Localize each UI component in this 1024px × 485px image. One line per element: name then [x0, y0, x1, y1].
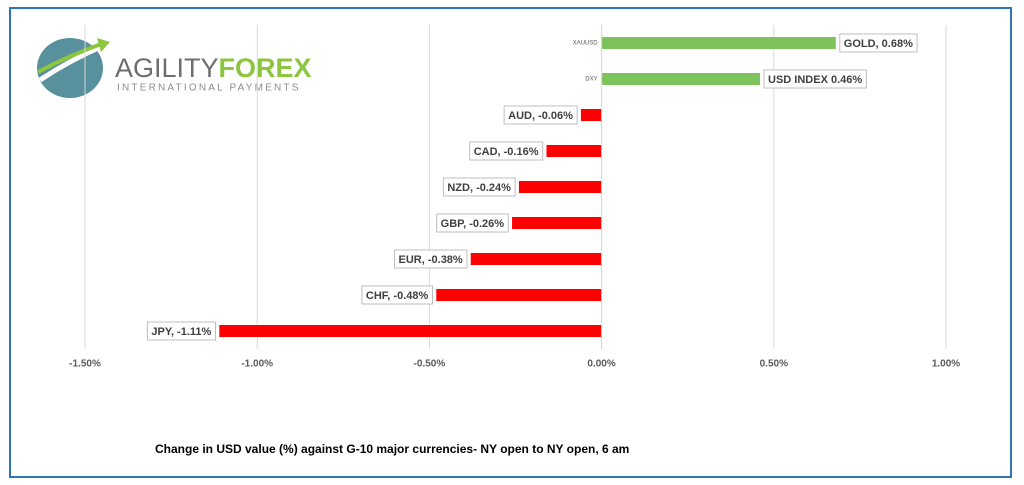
x-tick-label: -0.50%	[414, 359, 446, 370]
bar	[470, 253, 602, 265]
bar	[436, 289, 602, 301]
data-label: USD INDEX 0.46%	[763, 69, 867, 89]
data-label-text: GBP, -0.26%	[441, 218, 505, 230]
data-label-text: USD INDEX 0.46%	[768, 74, 862, 86]
logo-name-first: AGILITY	[115, 53, 219, 83]
x-axis-title: Change in USD value (%) against G-10 maj…	[155, 442, 629, 456]
data-label: NZD, -0.24%	[442, 177, 516, 197]
data-label-text: GOLD, 0.68%	[844, 38, 913, 50]
logo-name-second: FOREX	[219, 53, 312, 83]
data-label: EUR, -0.38%	[394, 249, 468, 269]
bar	[546, 145, 602, 157]
data-label: CHF, -0.48%	[361, 285, 434, 305]
data-label-box	[763, 69, 867, 89]
data-label: GOLD, 0.68%	[839, 33, 918, 53]
bar	[601, 37, 836, 49]
bar	[512, 217, 602, 229]
data-label-text: CHF, -0.48%	[366, 290, 429, 302]
bar	[219, 325, 602, 337]
data-label-box	[436, 213, 509, 233]
bar	[580, 109, 602, 121]
logo-swoosh	[38, 42, 106, 83]
data-label-box	[361, 285, 434, 305]
logo: AGILITYFOREX INTERNATIONAL PAYMENTS	[37, 38, 312, 98]
x-tick-label: 0.00%	[587, 359, 615, 370]
category-label: XAUUSD	[573, 41, 599, 47]
data-label-text: EUR, -0.38%	[399, 254, 463, 266]
x-tick-label: -1.50%	[69, 359, 101, 370]
data-label: CAD, -0.16%	[469, 141, 544, 161]
data-label-text: CAD, -0.16%	[474, 146, 539, 158]
logo-swoosh	[37, 41, 105, 74]
data-label-box	[146, 321, 217, 341]
logo-arrow	[97, 38, 110, 52]
data-label-text: NZD, -0.24%	[447, 182, 511, 194]
data-label: JPY, -1.11%	[146, 321, 217, 341]
data-label: AUD, -0.06%	[503, 105, 578, 125]
category-label: DXY	[585, 77, 597, 83]
logo-tagline: INTERNATIONAL PAYMENTS	[117, 83, 301, 94]
data-label: GBP, -0.26%	[436, 213, 509, 233]
data-label-text: JPY, -1.11%	[151, 326, 211, 338]
data-label-text: AUD, -0.06%	[508, 110, 573, 122]
logo-name: AGILITYFOREX	[115, 53, 312, 83]
data-label-box	[503, 105, 578, 125]
x-tick-label: 0.50%	[760, 359, 788, 370]
x-tick-label: -1.00%	[241, 359, 273, 370]
data-label-box	[839, 33, 918, 53]
bar	[518, 181, 602, 193]
data-label-box	[469, 141, 544, 161]
x-tick-label: 1.00%	[932, 359, 960, 370]
data-label-box	[442, 177, 516, 197]
data-label-box	[394, 249, 468, 269]
bar	[601, 73, 761, 85]
